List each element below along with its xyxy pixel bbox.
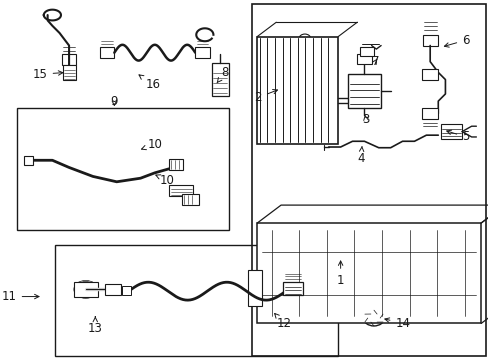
Bar [100,47,114,58]
Text: 11: 11 [1,290,39,303]
Text: 15: 15 [33,68,62,81]
Bar [257,223,480,323]
Bar [440,125,461,139]
Bar [422,35,437,45]
Text: 7: 7 [371,55,378,68]
Bar [252,4,485,356]
Text: 8: 8 [217,66,228,83]
Bar [104,284,121,295]
Text: 12: 12 [274,314,291,330]
Text: 10: 10 [141,138,162,150]
Bar [74,282,98,297]
Bar [24,156,33,165]
Bar [63,65,76,80]
Bar [212,63,228,96]
Text: 1: 1 [336,261,344,287]
Bar [169,159,183,170]
Bar [169,185,193,196]
Bar [421,69,437,80]
Bar [359,47,373,56]
Bar [17,108,228,230]
Text: 14: 14 [384,317,409,330]
Bar [347,74,380,108]
Text: 10: 10 [156,174,174,186]
Bar [421,108,437,119]
Text: 2: 2 [254,90,277,104]
Bar [257,37,338,144]
Text: 3: 3 [361,113,368,126]
Bar [62,54,76,65]
Bar [195,47,209,58]
Text: 5: 5 [446,130,468,144]
Text: 16: 16 [139,75,160,91]
Text: 4: 4 [357,147,364,165]
Text: 9: 9 [110,95,118,108]
Bar [182,194,198,205]
Bar [122,286,131,296]
Bar [357,54,371,64]
Text: 6: 6 [444,33,468,47]
Bar [247,270,262,306]
Bar [283,282,302,296]
Text: 13: 13 [88,317,102,335]
Bar [55,244,338,356]
